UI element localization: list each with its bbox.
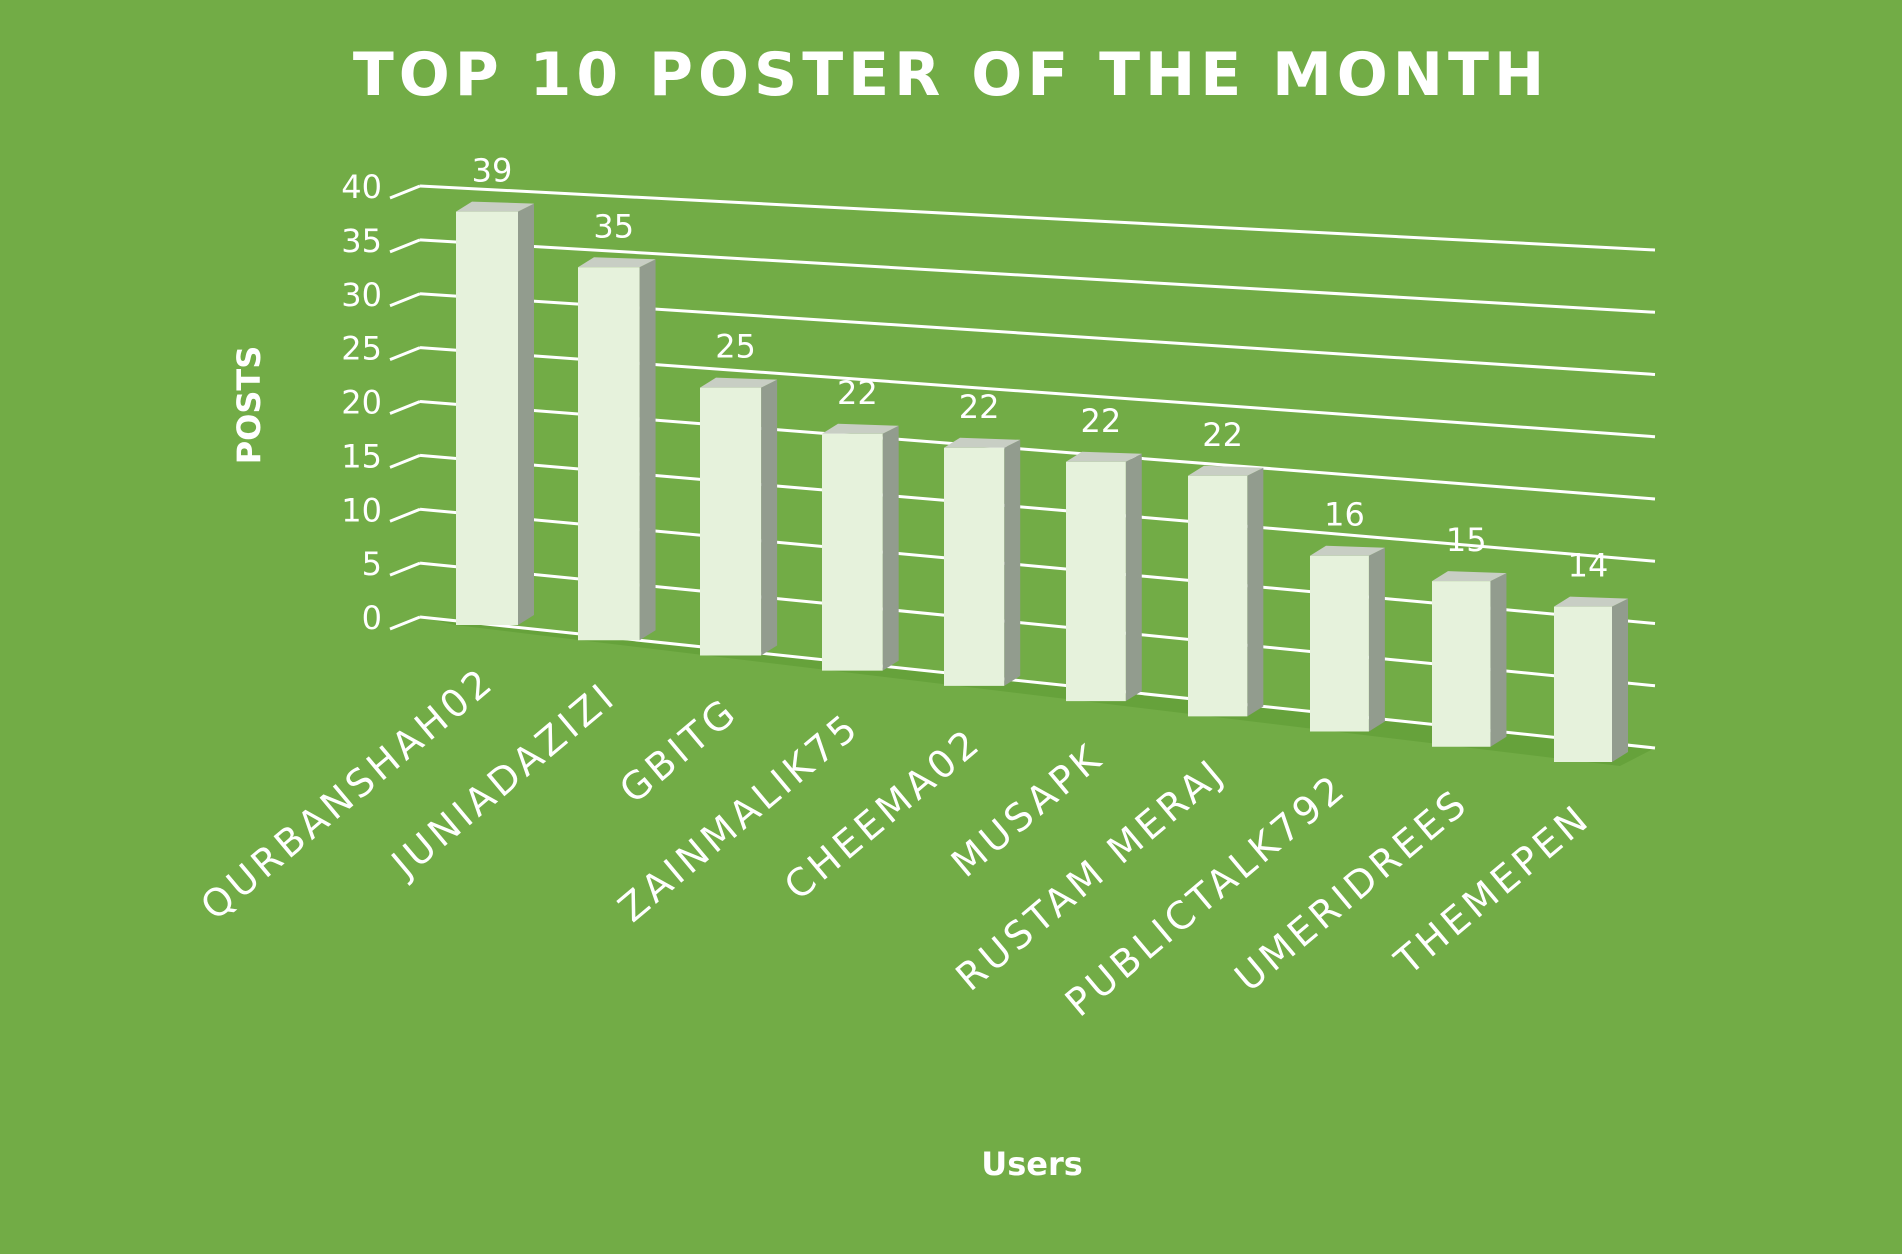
y-tick-mark (389, 292, 421, 308)
y-tick-label: 25 (341, 330, 382, 368)
bar-top (944, 437, 1021, 448)
y-tick-label: 20 (341, 384, 382, 422)
y-tick-label: 15 (341, 437, 382, 475)
bar-side (761, 379, 778, 656)
bar-top (700, 377, 778, 388)
category-label: UMERIDREES (1227, 780, 1477, 1000)
bar-front (700, 387, 762, 656)
bar-side (639, 259, 656, 641)
y-tick-mark (389, 184, 421, 200)
bar (1554, 596, 1628, 762)
bar (822, 423, 899, 671)
y-tick-label: 5 (362, 545, 382, 583)
y-tick-mark (389, 453, 421, 469)
data-label: 35 (593, 207, 634, 245)
bar-side (1490, 573, 1507, 747)
y-axis: 0 5 10 15 20 25 30 35 40 (341, 168, 382, 637)
gridline (419, 184, 1656, 252)
bar (1310, 545, 1385, 732)
data-label: 25 (715, 328, 756, 366)
data-label: 14 (1568, 547, 1609, 585)
bar-front (1066, 461, 1126, 702)
y-tick-label: 0 (362, 599, 382, 637)
y-tick-mark (389, 400, 421, 415)
bar (456, 201, 534, 625)
bar (578, 257, 656, 641)
data-label: 22 (837, 374, 878, 412)
bar-top (1066, 451, 1142, 462)
bar (944, 437, 1021, 686)
bar-front (1188, 475, 1248, 717)
y-tick-label: 30 (341, 276, 382, 314)
y-tick-label: 35 (341, 222, 382, 260)
y-tick-label: 40 (341, 168, 382, 206)
bar-front (456, 211, 518, 625)
bar-top (1432, 571, 1507, 582)
chart-title: TOP 10 POSTER OF THE MONTH (352, 40, 1550, 110)
bar-top (578, 257, 656, 268)
bar-top (1554, 596, 1628, 607)
bar-front (1432, 581, 1491, 747)
bar-side (1125, 453, 1142, 702)
y-tick-label: 10 (341, 491, 382, 529)
data-labels: 39 35 25 22 22 22 22 16 15 14 (472, 152, 1609, 585)
data-label: 39 (472, 152, 513, 190)
y-tick-mark (389, 615, 421, 631)
bar-front (822, 433, 883, 671)
bar-top (456, 201, 534, 212)
data-label: 16 (1324, 496, 1365, 534)
y-tick-mark (389, 238, 421, 254)
y-tick-mark (389, 561, 421, 577)
data-label: 15 (1446, 521, 1487, 559)
category-label: ZAINMALIK75 (610, 704, 868, 931)
bar-front (1554, 606, 1612, 762)
y-tick-mark (389, 507, 421, 523)
bar (1066, 451, 1142, 702)
bar-side (1004, 439, 1021, 686)
bar (700, 377, 778, 656)
bars (456, 201, 1628, 762)
bar-front (1310, 555, 1369, 732)
y-tick-mark (389, 346, 421, 362)
x-axis-title: Users (981, 1145, 1083, 1183)
data-label: 22 (959, 388, 1000, 426)
data-label: 22 (1202, 416, 1243, 454)
bar-side (1612, 598, 1628, 762)
x-axis: QURBANSHAH02JUNIADAZIZIGBITGZAINMALIK75C… (192, 658, 1598, 1025)
bar (1432, 571, 1507, 747)
category-label: GBITG (611, 689, 746, 812)
bar-top (822, 423, 899, 434)
bar-side (1368, 547, 1385, 732)
data-label: 22 (1081, 402, 1122, 440)
bar-side (1247, 467, 1264, 717)
bar-side (518, 203, 534, 625)
bar-front (944, 447, 1005, 686)
bar-top (1188, 465, 1264, 476)
bar-front (578, 267, 640, 641)
y-axis-title: POSTS (230, 346, 268, 465)
bar-top (1310, 545, 1385, 556)
gridline (419, 238, 1656, 314)
bar-side (882, 425, 899, 671)
bar (1188, 465, 1264, 717)
